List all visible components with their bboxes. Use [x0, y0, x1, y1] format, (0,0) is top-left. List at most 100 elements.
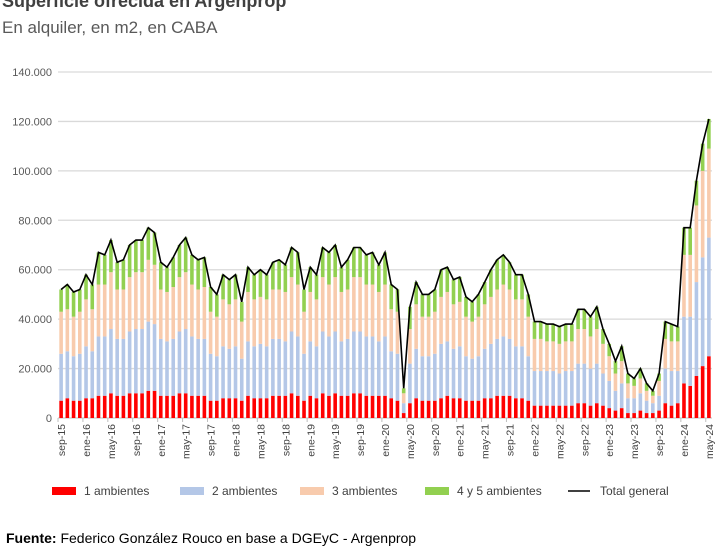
bar-3-ambientes	[71, 316, 76, 357]
bar-3-ambientes	[395, 311, 400, 354]
bar-2-ambientes	[464, 356, 468, 401]
bar-4-y-5-ambientes	[59, 289, 63, 312]
bar-2-ambientes	[457, 346, 462, 399]
bar-4-y-5-ambientes	[71, 291, 76, 317]
bar-2-ambientes	[401, 403, 406, 414]
bar-4-y-5-ambientes	[327, 252, 331, 285]
bar-4-y-5-ambientes	[669, 324, 674, 342]
bar-2-ambientes	[507, 338, 512, 396]
bar-3-ambientes	[302, 311, 306, 354]
bar-3-ambientes	[289, 277, 294, 332]
bar-1-ambientes	[96, 395, 101, 418]
bar-1-ambientes	[308, 395, 313, 418]
bar-4-y-5-ambientes	[345, 259, 350, 290]
bar-1-ambientes	[65, 398, 70, 418]
bar-2-ambientes	[669, 371, 674, 406]
bar-4-y-5-ambientes	[258, 269, 263, 297]
bar-2-ambientes	[158, 338, 163, 396]
bar-1-ambientes	[246, 395, 250, 418]
bar-1-ambientes	[445, 395, 450, 418]
bar-1-ambientes	[657, 410, 661, 418]
bar-1-ambientes	[71, 400, 76, 418]
bar-1-ambientes	[545, 405, 549, 418]
bar-4-y-5-ambientes	[482, 282, 487, 305]
bar-2-ambientes	[482, 348, 487, 399]
bar-1-ambientes	[707, 356, 711, 418]
bar-2-ambientes	[165, 341, 169, 396]
bar-2-ambientes	[370, 336, 375, 396]
bar-2-ambientes	[121, 338, 126, 396]
bar-2-ambientes	[289, 331, 294, 394]
bar-3-ambientes	[489, 296, 493, 344]
bar-3-ambientes	[277, 289, 281, 339]
bar-2-ambientes	[439, 343, 443, 399]
bar-2-ambientes	[296, 336, 300, 396]
bar-1-ambientes	[140, 393, 144, 418]
bar-1-ambientes	[700, 366, 705, 418]
bar-3-ambientes	[183, 272, 188, 330]
bar-1-ambientes	[557, 405, 562, 418]
bar-1-ambientes	[514, 398, 518, 418]
legend-swatch	[300, 487, 324, 495]
bar-4-y-5-ambientes	[433, 289, 437, 312]
bar-1-ambientes	[152, 390, 157, 418]
bar-3-ambientes	[545, 341, 549, 372]
bar-4-y-5-ambientes	[239, 301, 244, 322]
legend-swatch	[52, 487, 76, 495]
bar-4-y-5-ambientes	[520, 274, 524, 300]
x-tick-label: may-21	[480, 424, 492, 459]
bar-3-ambientes	[65, 309, 70, 352]
bar-1-ambientes	[401, 413, 406, 418]
bar-4-y-5-ambientes	[158, 262, 163, 290]
bar-1-ambientes	[495, 395, 499, 418]
bar-1-ambientes	[414, 398, 418, 418]
bar-1-ambientes	[289, 393, 294, 418]
bar-2-ambientes	[520, 346, 524, 399]
bar-2-ambientes	[134, 329, 138, 394]
bar-4-y-5-ambientes	[65, 284, 70, 310]
bar-3-ambientes	[451, 304, 456, 349]
bar-1-ambientes	[663, 403, 668, 418]
bar-2-ambientes	[707, 237, 711, 357]
bar-4-y-5-ambientes	[632, 378, 636, 386]
bar-4-y-5-ambientes	[358, 247, 362, 278]
bar-2-ambientes	[538, 371, 543, 406]
legend-swatch	[180, 487, 204, 495]
bar-1-ambientes	[675, 403, 680, 418]
bar-2-ambientes	[476, 356, 481, 401]
bar-1-ambientes	[227, 398, 232, 418]
bar-3-ambientes	[246, 291, 250, 342]
bar-2-ambientes	[545, 371, 549, 406]
bar-3-ambientes	[383, 284, 387, 337]
bar-2-ambientes	[339, 341, 344, 396]
y-tick-label: 0	[46, 413, 52, 425]
bar-1-ambientes	[576, 403, 580, 418]
bar-4-y-5-ambientes	[457, 277, 462, 302]
source-note: Fuente: Federico González Rouco en base …	[6, 530, 416, 546]
bar-3-ambientes	[59, 311, 63, 354]
bar-2-ambientes	[227, 348, 232, 399]
bar-2-ambientes	[202, 338, 207, 396]
bar-3-ambientes	[190, 284, 194, 337]
bar-1-ambientes	[644, 413, 649, 418]
bar-3-ambientes	[514, 299, 518, 347]
bar-2-ambientes	[177, 331, 182, 394]
bar-2-ambientes	[694, 282, 699, 376]
bar-1-ambientes	[283, 395, 288, 418]
bar-1-ambientes	[277, 395, 281, 418]
bar-2-ambientes	[570, 371, 574, 406]
bar-1-ambientes	[146, 390, 151, 418]
bar-2-ambientes	[426, 356, 431, 401]
bar-3-ambientes	[339, 291, 344, 342]
bar-3-ambientes	[464, 316, 468, 357]
bar-4-y-5-ambientes	[84, 274, 88, 300]
bar-3-ambientes	[613, 373, 618, 391]
bar-4-y-5-ambientes	[570, 324, 574, 342]
bar-2-ambientes	[632, 398, 636, 414]
bar-3-ambientes	[688, 254, 692, 317]
bar-3-ambientes	[134, 272, 138, 330]
bar-2-ambientes	[626, 398, 630, 414]
x-tick-label: may-23	[629, 424, 641, 459]
bar-3-ambientes	[582, 329, 587, 364]
x-tick-label: may-22	[554, 424, 566, 459]
